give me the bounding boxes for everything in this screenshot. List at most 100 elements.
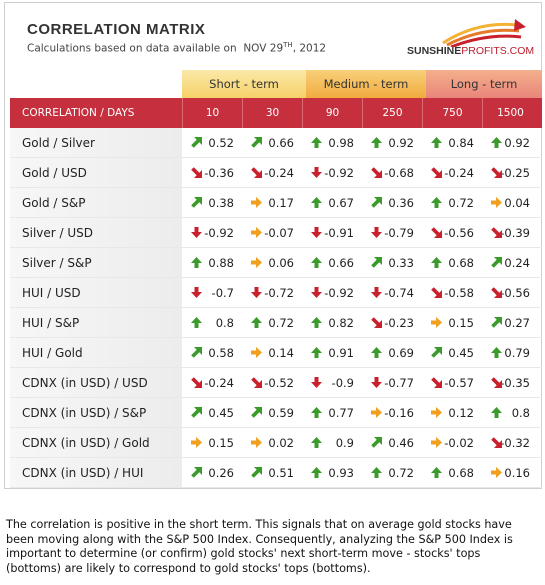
table-header: CORRELATION / DAYS 10 30 90 250 750 1500 xyxy=(10,98,542,128)
up-arrow-icon xyxy=(311,407,322,418)
correlation-cell: -0.25 xyxy=(482,158,538,187)
correlation-value: 0.72 xyxy=(268,315,294,330)
up-right-arrow-icon xyxy=(491,317,502,328)
correlation-cell: 0.45 xyxy=(422,338,482,367)
down-right-arrow-icon xyxy=(431,167,442,178)
correlation-value: 0.12 xyxy=(448,405,474,420)
down-arrow-icon xyxy=(371,377,382,388)
up-right-arrow-icon xyxy=(191,467,202,478)
correlation-value: 0.14 xyxy=(268,345,294,360)
up-arrow-icon xyxy=(191,317,202,328)
down-right-arrow-icon xyxy=(371,317,382,328)
page-subtitle: Calculations based on data available on … xyxy=(27,41,326,55)
table-row: HUI / USD -0.7 -0.72 -0.92 -0.74 -0.58 -0.56 xyxy=(10,278,542,308)
correlation-value: -0.56 xyxy=(444,225,474,240)
correlation-value: -0.25 xyxy=(500,165,530,180)
flat-arrow-icon xyxy=(251,437,262,448)
correlation-cell: -0.7 xyxy=(182,278,242,307)
down-right-arrow-icon xyxy=(491,167,502,178)
correlation-cell: 0.72 xyxy=(242,308,302,337)
correlation-cell: -0.68 xyxy=(362,158,422,187)
down-arrow-icon xyxy=(311,287,322,298)
down-arrow-icon xyxy=(311,227,322,238)
correlation-cell: 0.36 xyxy=(362,188,422,217)
correlation-value: -0.07 xyxy=(264,225,294,240)
correlation-cell: -0.56 xyxy=(422,218,482,247)
header-day: 1500 xyxy=(482,98,538,128)
correlation-cell: 0.24 xyxy=(482,248,538,277)
table-row: Silver / USD -0.92 -0.07 -0.91 -0.79 -0.56 -0.… xyxy=(10,218,542,248)
sun-arrow-icon xyxy=(442,19,526,47)
correlation-cell: 0.12 xyxy=(422,398,482,427)
correlation-value: 0.68 xyxy=(448,255,474,270)
correlation-value: -0.32 xyxy=(500,435,530,450)
correlation-cell: 0.59 xyxy=(242,398,302,427)
correlation-value: 0.02 xyxy=(268,435,294,450)
correlation-cell: 0.82 xyxy=(302,308,362,337)
down-right-arrow-icon xyxy=(491,287,502,298)
correlation-cell: 0.72 xyxy=(362,458,422,487)
correlation-value: -0.35 xyxy=(500,375,530,390)
correlation-cell: 0.16 xyxy=(482,458,538,487)
correlation-cell: 0.67 xyxy=(302,188,362,217)
correlation-value: -0.79 xyxy=(384,225,414,240)
up-right-arrow-icon xyxy=(251,467,262,478)
correlation-value: 0.26 xyxy=(208,465,234,480)
flat-arrow-icon xyxy=(251,347,262,358)
band-medium-term: Medium - term xyxy=(306,70,426,98)
correlation-cell: 0.88 xyxy=(182,248,242,277)
correlation-cell: 0.66 xyxy=(242,128,302,157)
table-row: CDNX (in USD) / USD -0.24 -0.52 -0.9 -0.77 -0… xyxy=(10,368,542,398)
logo-text: SUNSHINEPROFITS.COM xyxy=(407,45,535,57)
correlation-cell: -0.23 xyxy=(362,308,422,337)
row-label: HUI / USD xyxy=(10,278,182,307)
correlation-value: 0.68 xyxy=(448,465,474,480)
down-arrow-icon xyxy=(251,287,262,298)
correlation-cell: -0.24 xyxy=(242,158,302,187)
correlation-value: 0.92 xyxy=(388,135,414,150)
up-arrow-icon xyxy=(431,467,442,478)
correlation-value: 0.51 xyxy=(268,465,294,480)
up-arrow-icon xyxy=(311,467,322,478)
correlation-value: 0.52 xyxy=(208,135,234,150)
correlation-value: 0.66 xyxy=(268,135,294,150)
correlation-value: -0.39 xyxy=(500,225,530,240)
table-row: Gold / S&P 0.38 0.17 0.67 0.36 0.72 0.04 xyxy=(10,188,542,218)
correlation-cell: 0.68 xyxy=(422,248,482,277)
down-arrow-icon xyxy=(191,287,202,298)
header-day: 10 xyxy=(182,98,242,128)
table-body: Gold / Silver 0.52 0.66 0.98 0.92 0.84 0.92 Gol… xyxy=(10,128,542,488)
up-right-arrow-icon xyxy=(491,257,502,268)
correlation-value: -0.92 xyxy=(204,225,234,240)
header-day: 30 xyxy=(242,98,302,128)
table-row: Gold / USD -0.36 -0.24 -0.92 -0.68 -0.24 -0.25 xyxy=(10,158,542,188)
correlation-cell: -0.77 xyxy=(362,368,422,397)
row-label: HUI / Gold xyxy=(10,338,182,367)
correlation-value: 0.8 xyxy=(511,405,530,420)
up-arrow-icon xyxy=(311,197,322,208)
correlation-cell: 0.02 xyxy=(242,428,302,457)
correlation-cell: 0.84 xyxy=(422,128,482,157)
correlation-value: 0.33 xyxy=(388,255,414,270)
page-title: CORRELATION MATRIX xyxy=(27,21,206,38)
up-right-arrow-icon xyxy=(251,137,262,148)
correlation-value: 0.46 xyxy=(388,435,414,450)
down-arrow-icon xyxy=(311,167,322,178)
correlation-cell: -0.52 xyxy=(242,368,302,397)
flat-arrow-icon xyxy=(371,407,382,418)
correlation-cell: 0.77 xyxy=(302,398,362,427)
down-right-arrow-icon xyxy=(251,167,262,178)
correlation-cell: 0.27 xyxy=(482,308,538,337)
correlation-cell: -0.9 xyxy=(302,368,362,397)
correlation-value: 0.17 xyxy=(268,195,294,210)
correlation-cell: -0.91 xyxy=(302,218,362,247)
flat-arrow-icon xyxy=(491,467,502,478)
correlation-value: 0.24 xyxy=(504,255,530,270)
correlation-cell: -0.16 xyxy=(362,398,422,427)
correlation-cell: 0.58 xyxy=(182,338,242,367)
row-label: CDNX (in USD) / HUI xyxy=(10,458,182,487)
header-label: CORRELATION / DAYS xyxy=(22,107,135,119)
up-right-arrow-icon xyxy=(431,347,442,358)
correlation-cell: 0.15 xyxy=(182,428,242,457)
commentary-text: The correlation is positive in the short… xyxy=(6,518,513,575)
